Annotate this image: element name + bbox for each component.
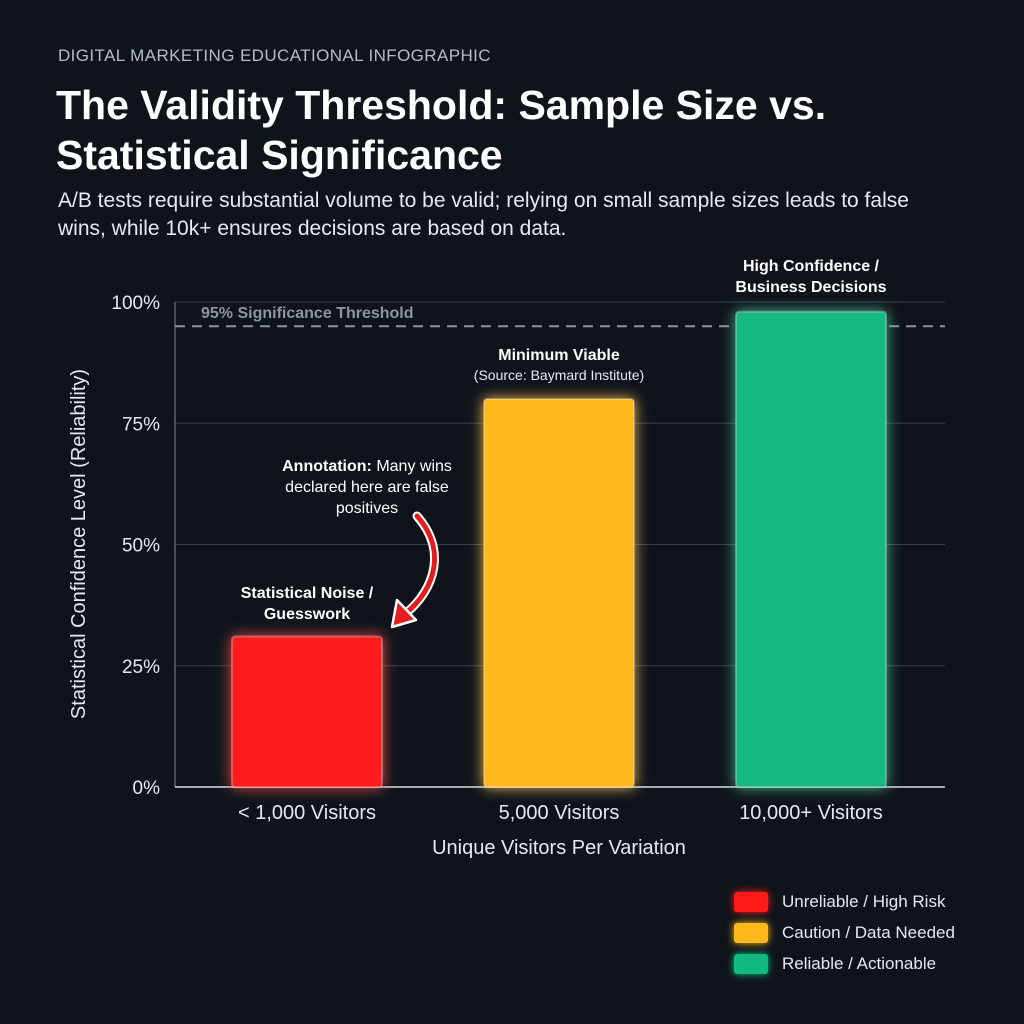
y-tick-label: 50% [122, 536, 160, 557]
chart-legend: Unreliable / High Risk Caution / Data Ne… [734, 886, 955, 979]
legend-swatch-red [734, 891, 768, 912]
y-tick-label: 0% [133, 778, 161, 799]
legend-label: Unreliable / High Risk [782, 891, 946, 911]
annotation-text: positives [336, 500, 398, 517]
x-tick-label: 10,000+ Visitors [739, 802, 883, 824]
y-tick-label: 75% [122, 414, 160, 435]
annotation-arrowhead [390, 598, 418, 629]
legend-item: Unreliable / High Risk [734, 886, 955, 917]
bar-label: Guesswork [264, 606, 350, 623]
legend-label: Caution / Data Needed [782, 922, 955, 942]
bar [231, 635, 383, 789]
annotation-text: Annotation: Many wins [282, 458, 452, 475]
legend-item: Reliable / Actionable [734, 948, 955, 979]
bar-label-source: (Source: Baymard Institute) [474, 367, 644, 383]
annotation-bold: Annotation: [282, 458, 376, 475]
y-axis-title: Statistical Confidence Level (Reliabilit… [68, 369, 90, 719]
bar [735, 310, 887, 788]
x-tick-label: < 1,000 Visitors [238, 802, 376, 824]
annotation-layer: Annotation: Many wins declared here are f… [282, 458, 452, 629]
annotation-arrow [399, 513, 437, 619]
bar-label: Minimum Viable [498, 347, 620, 364]
annotation-normal: Many wins [376, 458, 452, 475]
labels-layer: < 1,000 Visitors 5,000 Visitors 10,000+ Vi… [68, 258, 887, 859]
bars-layer [231, 310, 887, 789]
page-subtitle: A/B tests require substantial volume to … [58, 189, 909, 240]
legend-swatch-green [734, 953, 768, 974]
bar-label: Business Decisions [735, 279, 886, 296]
bar [483, 398, 635, 788]
bar-label: High Confidence / [743, 258, 880, 275]
x-axis-title: Unique Visitors Per Variation [432, 837, 686, 859]
page-title: The Validity Threshold: Sample Size vs. … [56, 82, 827, 178]
kicker-text: DIGITAL MARKETING EDUCATIONAL INFOGRAPHI… [58, 46, 491, 65]
legend-swatch-amber [734, 922, 768, 943]
legend-label: Reliable / Actionable [782, 953, 937, 973]
y-tick-label: 25% [122, 657, 160, 678]
x-tick-label: 5,000 Visitors [499, 802, 620, 824]
legend-item: Caution / Data Needed [734, 917, 955, 948]
annotation-text: declared here are false [285, 479, 449, 496]
threshold-label: 95% Significance Threshold [201, 305, 414, 322]
bar-label: Statistical Noise / [241, 585, 374, 602]
y-tick-label: 100% [111, 293, 160, 314]
